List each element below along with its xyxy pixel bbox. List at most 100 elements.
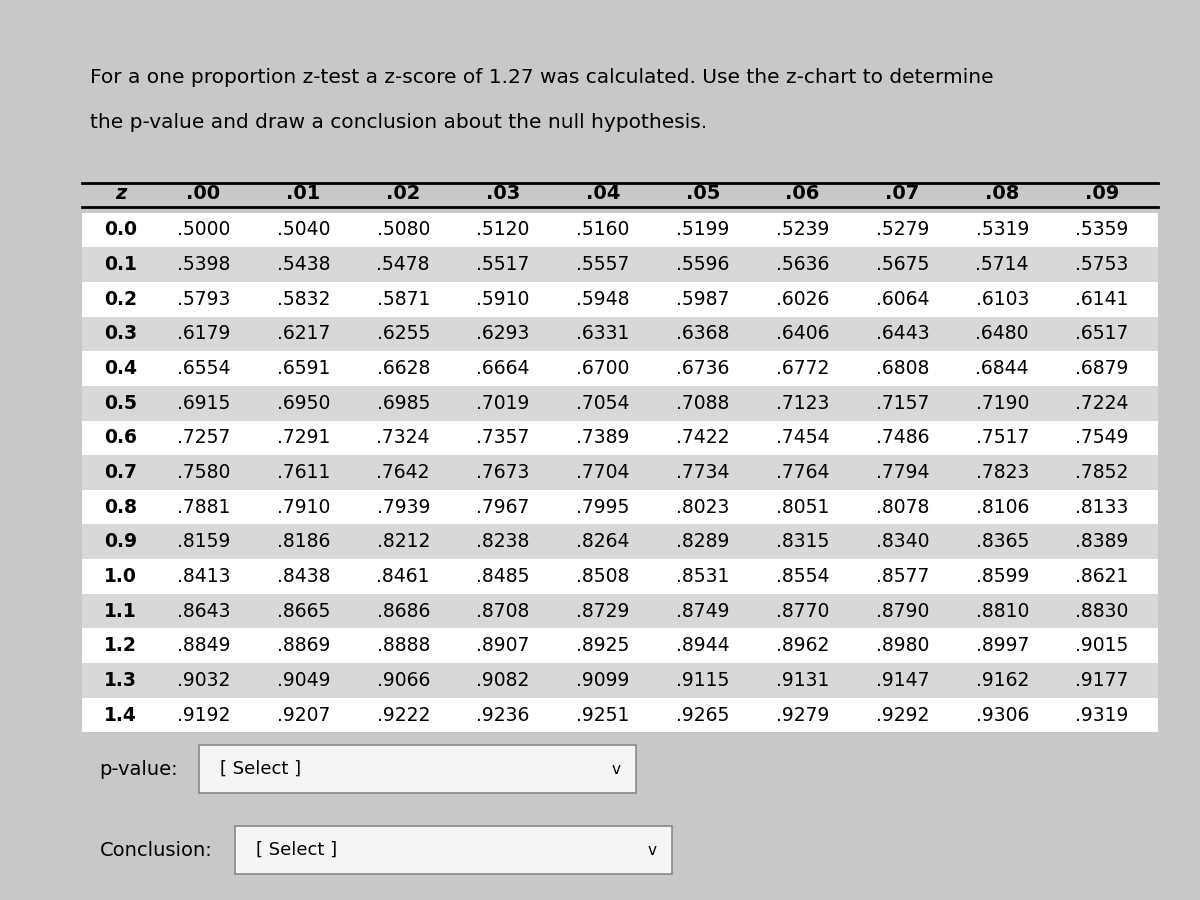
Text: .5517: .5517 xyxy=(476,255,529,274)
Text: .5040: .5040 xyxy=(277,220,330,239)
Text: .9115: .9115 xyxy=(676,670,730,690)
Text: .8340: .8340 xyxy=(876,532,929,552)
Text: .6331: .6331 xyxy=(576,324,630,344)
Text: .9082: .9082 xyxy=(476,670,529,690)
Text: .8643: .8643 xyxy=(176,601,230,621)
Text: .9177: .9177 xyxy=(1075,670,1129,690)
Text: .5000: .5000 xyxy=(176,220,230,239)
Text: .5675: .5675 xyxy=(876,255,929,274)
Text: .6217: .6217 xyxy=(277,324,330,344)
Text: .6915: .6915 xyxy=(176,393,230,413)
Text: 0.3: 0.3 xyxy=(104,324,137,344)
Text: .7422: .7422 xyxy=(676,428,730,447)
Text: z: z xyxy=(115,184,126,203)
Text: 1.2: 1.2 xyxy=(104,636,137,655)
Text: Conclusion:: Conclusion: xyxy=(100,841,212,859)
Text: .7734: .7734 xyxy=(676,463,730,482)
Text: .5753: .5753 xyxy=(1075,255,1129,274)
Text: .8023: .8023 xyxy=(676,498,730,517)
Text: .8944: .8944 xyxy=(676,636,730,655)
Text: .6844: .6844 xyxy=(976,359,1030,378)
Text: .5636: .5636 xyxy=(776,255,829,274)
Text: .5910: .5910 xyxy=(476,290,529,309)
Text: .6736: .6736 xyxy=(676,359,730,378)
Text: .5279: .5279 xyxy=(876,220,929,239)
Text: .6700: .6700 xyxy=(576,359,630,378)
Text: 1.1: 1.1 xyxy=(104,601,137,621)
Text: .08: .08 xyxy=(985,184,1020,203)
Text: .7190: .7190 xyxy=(976,393,1028,413)
Text: .8186: .8186 xyxy=(277,532,330,552)
Text: .6026: .6026 xyxy=(776,290,829,309)
Text: .8907: .8907 xyxy=(476,636,529,655)
Text: v: v xyxy=(611,761,620,777)
Text: 0.9: 0.9 xyxy=(104,532,137,552)
Text: .8106: .8106 xyxy=(976,498,1028,517)
Text: .7995: .7995 xyxy=(576,498,630,517)
Text: .6480: .6480 xyxy=(976,324,1028,344)
Text: .6406: .6406 xyxy=(776,324,829,344)
Text: .6664: .6664 xyxy=(476,359,529,378)
Text: .8413: .8413 xyxy=(176,567,230,586)
Text: .6772: .6772 xyxy=(776,359,829,378)
Text: .7357: .7357 xyxy=(476,428,529,447)
Text: .5948: .5948 xyxy=(576,290,630,309)
Text: .8531: .8531 xyxy=(676,567,730,586)
Text: .6808: .6808 xyxy=(876,359,929,378)
Text: .7088: .7088 xyxy=(676,393,730,413)
Text: .8159: .8159 xyxy=(176,532,230,552)
Text: .7881: .7881 xyxy=(176,498,230,517)
Text: .9306: .9306 xyxy=(976,706,1028,724)
Text: .8365: .8365 xyxy=(976,532,1028,552)
Text: .8665: .8665 xyxy=(277,601,330,621)
Text: .8962: .8962 xyxy=(776,636,829,655)
Text: .8790: .8790 xyxy=(876,601,929,621)
Text: .8078: .8078 xyxy=(876,498,929,517)
Text: .7794: .7794 xyxy=(876,463,929,482)
Text: .7123: .7123 xyxy=(776,393,829,413)
Text: [ Select ]: [ Select ] xyxy=(256,841,337,859)
Text: .8888: .8888 xyxy=(377,636,430,655)
Text: 1.4: 1.4 xyxy=(104,706,137,724)
Text: .8264: .8264 xyxy=(576,532,630,552)
Text: .6368: .6368 xyxy=(676,324,730,344)
Text: .6141: .6141 xyxy=(1075,290,1129,309)
Text: .5239: .5239 xyxy=(776,220,829,239)
Text: .8238: .8238 xyxy=(476,532,529,552)
Text: .6443: .6443 xyxy=(876,324,929,344)
Text: .7967: .7967 xyxy=(476,498,529,517)
Text: .8708: .8708 xyxy=(476,601,529,621)
Text: .9319: .9319 xyxy=(1075,706,1129,724)
Text: .9131: .9131 xyxy=(776,670,829,690)
Text: .9207: .9207 xyxy=(277,706,330,724)
Text: .6293: .6293 xyxy=(476,324,529,344)
Text: .8577: .8577 xyxy=(876,567,929,586)
Text: .7291: .7291 xyxy=(277,428,330,447)
Text: .9222: .9222 xyxy=(377,706,430,724)
Text: .7764: .7764 xyxy=(776,463,829,482)
Text: .5120: .5120 xyxy=(476,220,529,239)
Text: .7389: .7389 xyxy=(576,428,630,447)
Text: .7704: .7704 xyxy=(576,463,630,482)
Text: .7224: .7224 xyxy=(1075,393,1129,413)
Text: [ Select ]: [ Select ] xyxy=(220,760,301,778)
Text: .8508: .8508 xyxy=(576,567,630,586)
Text: .9066: .9066 xyxy=(377,670,430,690)
Text: .7611: .7611 xyxy=(277,463,330,482)
Text: .9099: .9099 xyxy=(576,670,630,690)
Text: .6985: .6985 xyxy=(377,393,430,413)
Text: .8289: .8289 xyxy=(676,532,730,552)
Text: .7517: .7517 xyxy=(976,428,1028,447)
Text: .6628: .6628 xyxy=(377,359,430,378)
Text: .7486: .7486 xyxy=(876,428,929,447)
Text: .9236: .9236 xyxy=(476,706,529,724)
Text: .6064: .6064 xyxy=(876,290,929,309)
Text: .8438: .8438 xyxy=(277,567,330,586)
Text: .8599: .8599 xyxy=(976,567,1028,586)
Text: For a one proportion z-test a z-score of 1.27 was calculated. Use the z-chart to: For a one proportion z-test a z-score of… xyxy=(90,68,994,86)
Text: .02: .02 xyxy=(386,184,420,203)
Text: .8997: .8997 xyxy=(976,636,1028,655)
Text: .5557: .5557 xyxy=(576,255,630,274)
Text: .5714: .5714 xyxy=(976,255,1028,274)
Text: .8315: .8315 xyxy=(776,532,829,552)
